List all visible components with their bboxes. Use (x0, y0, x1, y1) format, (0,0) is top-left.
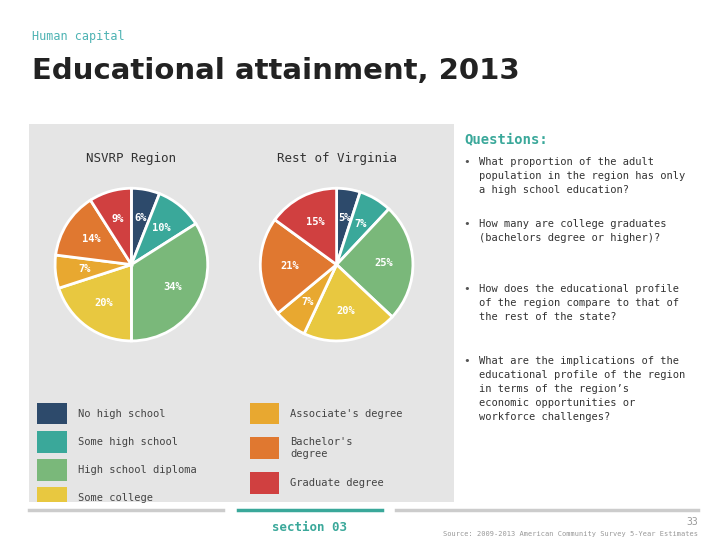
Text: 7%: 7% (354, 219, 367, 229)
Text: Associate's degree: Associate's degree (290, 409, 402, 419)
Title: Rest of Virginia: Rest of Virginia (276, 152, 397, 165)
Text: •: • (463, 356, 469, 367)
Text: Source: 2009-2013 American Community Survey 5-Year Estimates: Source: 2009-2013 American Community Sur… (444, 531, 698, 537)
Text: 9%: 9% (112, 214, 125, 224)
Text: 7%: 7% (302, 297, 314, 307)
Text: •: • (463, 284, 469, 294)
Title: NSVRP Region: NSVRP Region (86, 152, 176, 165)
Wedge shape (278, 265, 337, 334)
Text: What are the implications of the
educational profile of the region
in terms of t: What are the implications of the educati… (479, 356, 685, 422)
Wedge shape (91, 188, 132, 265)
Text: High school diploma: High school diploma (78, 465, 197, 475)
Text: Bachelor's
degree: Bachelor's degree (290, 437, 353, 460)
Wedge shape (336, 188, 360, 265)
Text: Graduate degree: Graduate degree (290, 478, 384, 488)
Text: How does the educational profile
of the region compare to that of
the rest of th: How does the educational profile of the … (479, 284, 679, 321)
Text: 14%: 14% (82, 234, 101, 244)
Text: section 03: section 03 (272, 521, 347, 534)
Text: 33: 33 (687, 517, 698, 528)
Text: Educational attainment, 2013: Educational attainment, 2013 (32, 57, 520, 85)
Bar (37, 431, 67, 453)
Text: Human capital: Human capital (32, 30, 125, 43)
Bar (37, 459, 67, 481)
Text: 6%: 6% (134, 213, 146, 223)
Bar (37, 487, 67, 509)
Text: No high school: No high school (78, 409, 165, 419)
Bar (37, 403, 67, 424)
Wedge shape (55, 255, 132, 288)
Text: •: • (463, 219, 469, 229)
Wedge shape (131, 188, 160, 265)
Text: 7%: 7% (78, 264, 91, 274)
Wedge shape (304, 265, 392, 341)
Text: 5%: 5% (338, 213, 350, 223)
Bar (250, 472, 279, 494)
Wedge shape (275, 188, 337, 265)
Wedge shape (55, 200, 132, 265)
Text: 15%: 15% (306, 218, 325, 227)
Text: 20%: 20% (94, 298, 113, 308)
Wedge shape (337, 209, 413, 317)
Text: 25%: 25% (374, 258, 393, 268)
Text: •: • (463, 157, 469, 167)
Wedge shape (261, 220, 337, 313)
Bar (250, 437, 279, 459)
Wedge shape (59, 265, 132, 341)
Text: How many are college graduates
(bachelors degree or higher)?: How many are college graduates (bachelor… (479, 219, 666, 242)
Text: 21%: 21% (280, 261, 299, 271)
Text: 34%: 34% (163, 282, 182, 292)
Wedge shape (131, 224, 208, 341)
Wedge shape (132, 194, 196, 265)
Text: What proportion of the adult
population in the region has only
a high school edu: What proportion of the adult population … (479, 157, 685, 194)
Bar (250, 403, 279, 424)
Text: 20%: 20% (336, 306, 355, 316)
Wedge shape (337, 192, 389, 265)
Text: Some high school: Some high school (78, 437, 178, 447)
Text: 10%: 10% (152, 223, 171, 233)
Text: Some college: Some college (78, 493, 153, 503)
Text: Questions:: Questions: (464, 132, 548, 146)
